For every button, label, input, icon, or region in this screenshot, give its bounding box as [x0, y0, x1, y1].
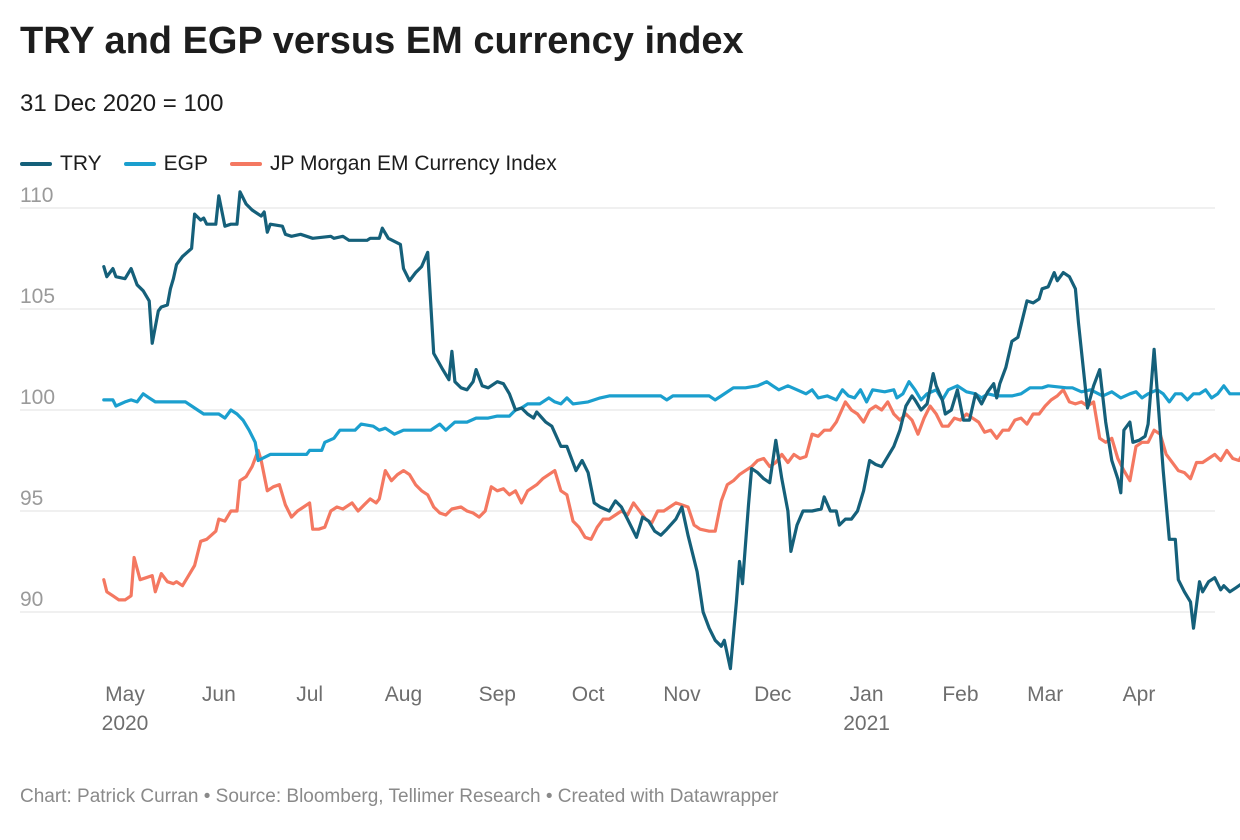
x-tick-label-oct: Oct — [572, 683, 605, 706]
chart-subtitle: 31 Dec 2020 = 100 — [20, 90, 224, 117]
legend-swatch-try — [20, 162, 52, 166]
chart-legend: TRY EGP JP Morgan EM Currency Index — [20, 152, 579, 176]
series-line-try — [102, 190, 1240, 671]
y-tick-label-90: 90 — [20, 588, 43, 611]
x-tick-label-jun: Jun — [202, 683, 236, 706]
legend-label-try: TRY — [60, 152, 102, 175]
y-tick-label-95: 95 — [20, 487, 43, 510]
legend-item-jpm: JP Morgan EM Currency Index — [229, 152, 557, 176]
y-axis-labels: 90 95 100 105 110 — [20, 184, 55, 611]
x-tick-label-dec: Dec — [754, 683, 791, 706]
x-tick-label-aug: Aug — [385, 683, 422, 706]
y-tick-label-105: 105 — [20, 285, 55, 308]
x-tick-label-mar: Mar — [1027, 683, 1063, 706]
x-tick-label-may: May — [105, 683, 145, 706]
legend-swatch-jpm — [229, 162, 262, 166]
x-tick-label-jan: Jan — [850, 683, 884, 706]
x-tick-year-2020: 2020 — [102, 712, 149, 735]
series-lines — [102, 190, 1240, 671]
legend-item-try: TRY — [20, 152, 102, 176]
y-tick-label-100: 100 — [20, 386, 55, 409]
x-tick-label-sep: Sep — [479, 683, 516, 706]
legend-swatch-egp — [123, 162, 156, 166]
chart-title: TRY and EGP versus EM currency index — [20, 20, 744, 62]
legend-label-jpm: JP Morgan EM Currency Index — [269, 152, 557, 175]
legend-label-egp: EGP — [163, 152, 208, 175]
x-tick-year-2021: 2021 — [843, 712, 890, 735]
gridlines — [20, 207, 1215, 613]
legend-item-egp: EGP — [123, 152, 208, 176]
series-line-jp-morgan-em-currency-index — [102, 388, 1240, 602]
x-tick-label-feb: Feb — [942, 683, 978, 706]
x-axis-labels: May 2020 Jun Jul Aug Sep Oct Nov Dec Jan 2021 Feb Ma… — [102, 683, 1156, 735]
series-line-egp — [102, 380, 1240, 463]
x-tick-label-jul: Jul — [296, 683, 323, 706]
chart-footer: Chart: Patrick Curran • Source: Bloomber… — [20, 786, 779, 807]
y-tick-label-110: 110 — [20, 184, 53, 207]
x-tick-label-apr: Apr — [1123, 683, 1156, 706]
x-tick-label-nov: Nov — [663, 683, 701, 706]
